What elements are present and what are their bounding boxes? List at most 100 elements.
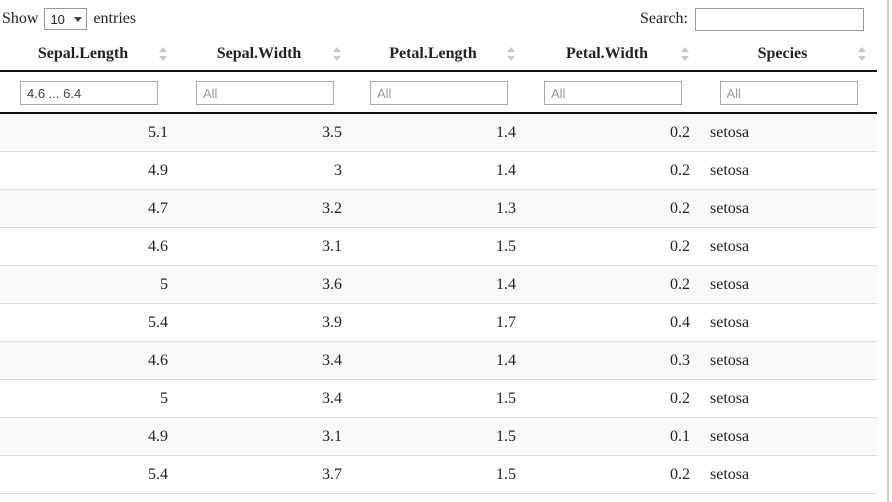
column-header-label: Petal.Length bbox=[389, 45, 477, 62]
table-cell-species: setosa bbox=[700, 417, 877, 456]
table-row: 5 3.6 1.4 0.2 setosa bbox=[0, 265, 877, 304]
table-cell-sepal-width: 3.1 bbox=[178, 227, 352, 266]
table-row: 5.4 3.7 1.5 0.2 setosa bbox=[0, 455, 877, 494]
table-cell-sepal-length: 5 bbox=[0, 265, 178, 304]
table-row: 5 3.4 1.5 0.2 setosa bbox=[0, 379, 877, 418]
search-label: Search: bbox=[640, 10, 688, 27]
table-cell-petal-length: 1.4 bbox=[352, 113, 526, 152]
table-cell-petal-width: 0.1 bbox=[526, 417, 700, 456]
column-header-petal-width[interactable]: Petal.Width bbox=[526, 38, 700, 72]
filter-row bbox=[0, 71, 877, 114]
table-row: 4.6 3.4 1.4 0.3 setosa bbox=[0, 341, 877, 380]
column-header-sepal-length[interactable]: Sepal.Length bbox=[0, 38, 178, 72]
column-header-label: Sepal.Width bbox=[216, 45, 302, 62]
table-cell-petal-length: 1.5 bbox=[352, 379, 526, 418]
table-cell-species: setosa bbox=[700, 189, 877, 228]
filter-cell-petal-length bbox=[352, 71, 526, 114]
table-cell-species: setosa bbox=[700, 303, 877, 342]
table-cell-species: setosa bbox=[700, 227, 877, 266]
table-cell-sepal-width: 3.4 bbox=[178, 379, 352, 418]
table-cell-sepal-width: 3.5 bbox=[178, 113, 352, 152]
table-row: 4.6 3.1 1.5 0.2 setosa bbox=[0, 227, 877, 266]
column-header-sepal-width[interactable]: Sepal.Width bbox=[178, 38, 352, 72]
filter-input-species[interactable] bbox=[719, 81, 858, 105]
table-cell-sepal-width: 3.7 bbox=[178, 455, 352, 494]
table-cell-petal-length: 1.3 bbox=[352, 189, 526, 228]
table-cell-species: setosa bbox=[700, 113, 877, 152]
table-cell-sepal-width: 3.2 bbox=[178, 189, 352, 228]
table-cell-sepal-length: 4.9 bbox=[0, 151, 178, 190]
table-cell-sepal-length: 5 bbox=[0, 379, 178, 418]
table-cell-petal-width: 0.4 bbox=[526, 303, 700, 342]
table-cell-species: setosa bbox=[700, 379, 877, 418]
table-cell-petal-length: 1.4 bbox=[352, 265, 526, 304]
filter-cell-species bbox=[700, 71, 877, 114]
table-cell-petal-length: 1.5 bbox=[352, 227, 526, 266]
table-row: 4.7 3.2 1.3 0.2 setosa bbox=[0, 189, 877, 228]
column-header-species[interactable]: Species bbox=[700, 38, 877, 72]
table-row: 4.9 3.1 1.5 0.1 setosa bbox=[0, 417, 877, 456]
table-cell-sepal-width: 3 bbox=[178, 151, 352, 190]
table-head: Sepal.Length Sepal.Width Petal.Length Petal… bbox=[0, 38, 877, 114]
filter-input-sepal-length[interactable] bbox=[20, 81, 158, 105]
page-length-select[interactable]: 10 bbox=[44, 8, 88, 30]
filter-cell-sepal-length bbox=[0, 71, 178, 114]
table-cell-petal-length: 1.5 bbox=[352, 417, 526, 456]
table-cell-petal-width: 0.3 bbox=[526, 341, 700, 380]
filter-input-petal-width[interactable] bbox=[544, 81, 682, 105]
table-cell-sepal-length: 4.6 bbox=[0, 227, 178, 266]
sort-both-icon bbox=[681, 47, 690, 61]
search-control: Search: bbox=[640, 7, 875, 31]
sort-both-icon bbox=[159, 47, 168, 61]
entries-label: entries bbox=[93, 10, 137, 27]
table-cell-species: setosa bbox=[700, 151, 877, 190]
table-cell-sepal-width: 3.4 bbox=[178, 341, 352, 380]
table-cell-sepal-length: 5.1 bbox=[0, 113, 178, 152]
table-cell-petal-width: 0.2 bbox=[526, 265, 700, 304]
iris-data-table: Sepal.Length Sepal.Width Petal.Length Petal… bbox=[0, 38, 877, 494]
filter-input-petal-length[interactable] bbox=[370, 81, 508, 105]
column-header-label: Petal.Width bbox=[566, 45, 648, 62]
table-cell-species: setosa bbox=[700, 265, 877, 304]
filter-input-sepal-width[interactable] bbox=[196, 81, 334, 105]
datatable-wrapper: Show 10 entries Search: Sepal.Length Sepa… bbox=[0, 0, 877, 494]
table-cell-sepal-width: 3.1 bbox=[178, 417, 352, 456]
table-cell-petal-length: 1.4 bbox=[352, 341, 526, 380]
column-header-label: Species bbox=[757, 45, 808, 62]
table-cell-sepal-length: 5.4 bbox=[0, 455, 178, 494]
table-cell-sepal-length: 4.9 bbox=[0, 417, 178, 456]
table-cell-petal-width: 0.2 bbox=[526, 455, 700, 494]
table-row: 5.1 3.5 1.4 0.2 setosa bbox=[0, 113, 877, 152]
sort-both-icon bbox=[507, 47, 516, 61]
table-cell-petal-width: 0.2 bbox=[526, 151, 700, 190]
filter-cell-petal-width bbox=[526, 71, 700, 114]
table-cell-petal-width: 0.2 bbox=[526, 379, 700, 418]
table-cell-sepal-length: 5.4 bbox=[0, 303, 178, 342]
table-controls: Show 10 entries Search: bbox=[0, 0, 877, 38]
table-cell-sepal-length: 4.6 bbox=[0, 341, 178, 380]
table-cell-sepal-width: 3.6 bbox=[178, 265, 352, 304]
table-cell-petal-length: 1.5 bbox=[352, 455, 526, 494]
table-cell-petal-length: 1.7 bbox=[352, 303, 526, 342]
table-cell-sepal-width: 3.9 bbox=[178, 303, 352, 342]
table-cell-species: setosa bbox=[700, 455, 877, 494]
header-row: Sepal.Length Sepal.Width Petal.Length Petal… bbox=[0, 38, 877, 72]
scrollbar-track[interactable] bbox=[887, 0, 889, 502]
table-cell-petal-length: 1.4 bbox=[352, 151, 526, 190]
table-row: 4.9 3 1.4 0.2 setosa bbox=[0, 151, 877, 190]
page-length-select-wrap: 10 bbox=[44, 8, 88, 30]
table-cell-petal-width: 0.2 bbox=[526, 113, 700, 152]
column-header-petal-length[interactable]: Petal.Length bbox=[352, 38, 526, 72]
table-cell-petal-width: 0.2 bbox=[526, 227, 700, 266]
table-body: 5.1 3.5 1.4 0.2 setosa 4.9 3 1.4 0.2 setosa 4.7 3.2… bbox=[0, 113, 877, 494]
sort-both-icon bbox=[858, 47, 867, 61]
column-header-label: Sepal.Length bbox=[37, 45, 129, 62]
search-input[interactable] bbox=[695, 7, 864, 31]
table-cell-sepal-length: 4.7 bbox=[0, 189, 178, 228]
table-cell-species: setosa bbox=[700, 341, 877, 380]
page-length-control: Show 10 entries bbox=[2, 8, 136, 30]
table-cell-petal-width: 0.2 bbox=[526, 189, 700, 228]
table-row: 5.4 3.9 1.7 0.4 setosa bbox=[0, 303, 877, 342]
sort-both-icon bbox=[333, 47, 342, 61]
show-label: Show bbox=[2, 10, 39, 27]
